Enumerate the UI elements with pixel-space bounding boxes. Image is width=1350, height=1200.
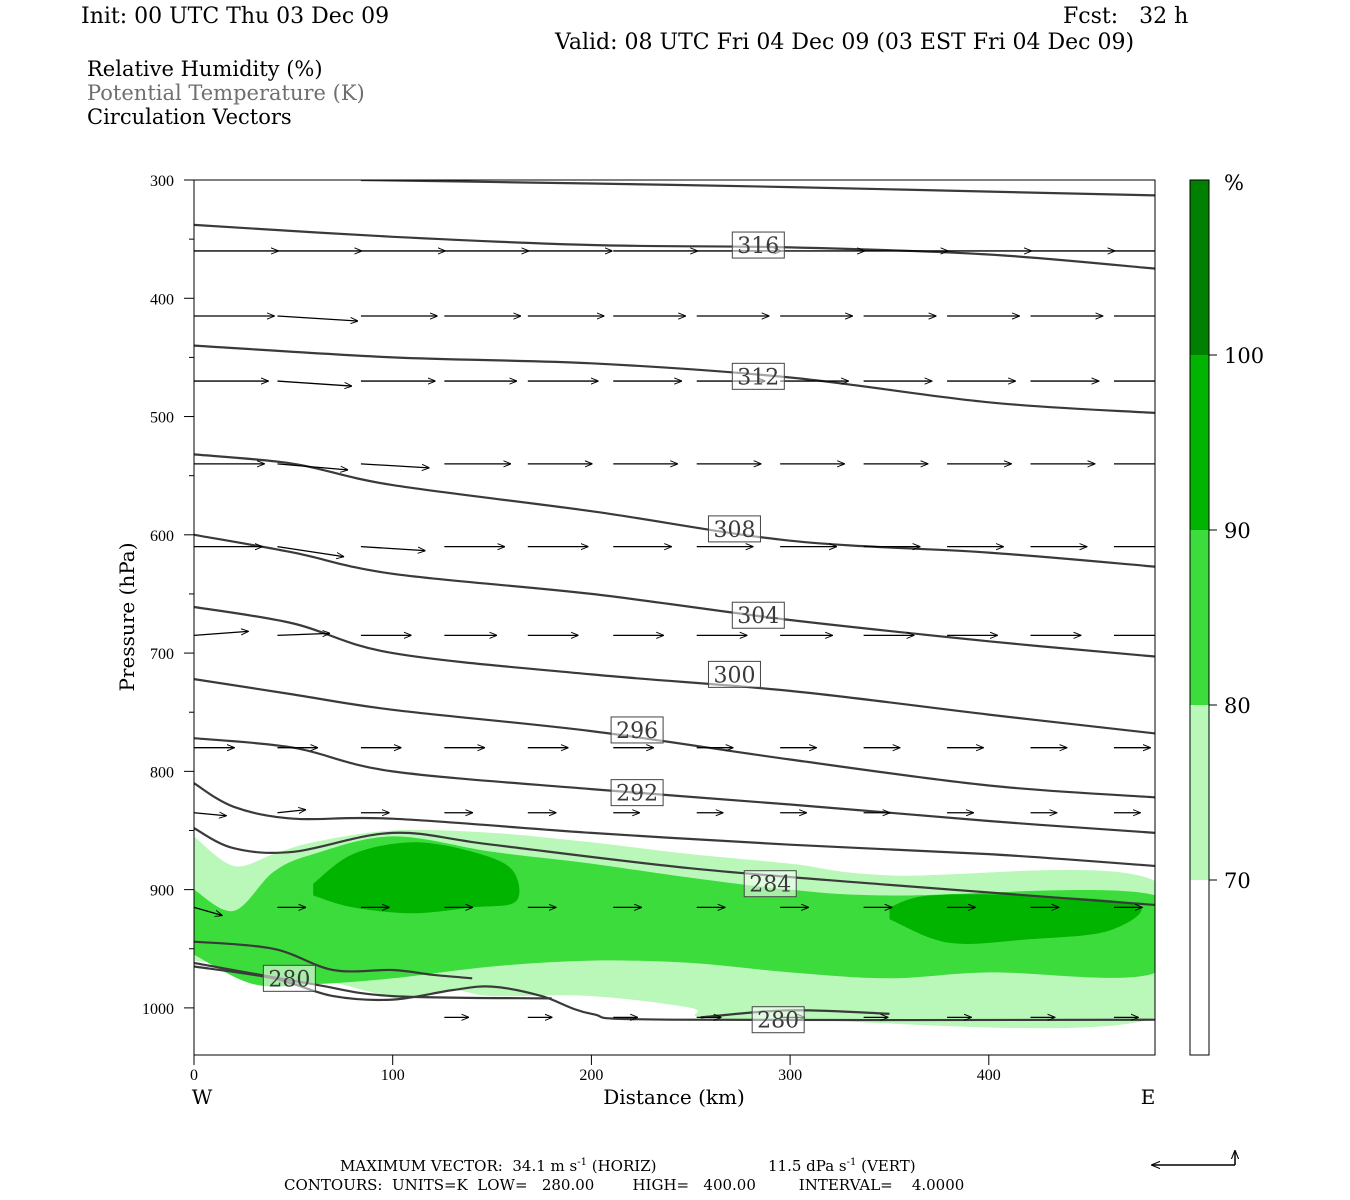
east-label: E [1141,1085,1156,1109]
contour-label-box [610,779,664,807]
contour-label: 312 [737,365,779,390]
theta-contour-9 [194,827,1155,907]
colorbar: 100 90 80 70 [1189,179,1264,1056]
contour-label-box [731,362,785,390]
max-vector-horiz-tag: (HORIZ) [586,1157,657,1175]
max-vector-vert-line: 11.5 dPa s-1 (VERT) [768,1158,916,1174]
theta-contour-4 [194,533,1155,658]
colorbar-label: 100 [1224,344,1264,368]
colorbar-label: 70 [1224,869,1251,893]
theta-contour-2 [194,344,1155,415]
theta-contour-5 [194,605,1155,735]
theta-contour-0 [360,180,1155,197]
contour-label: 280 [268,967,310,992]
forecast-hour: Fcst: 32 h [1063,4,1189,29]
contour-label: 296 [616,719,658,744]
circulation-vector [360,463,429,468]
circulation-vector [360,545,425,551]
contour-label-box [707,515,761,543]
max-vector-horiz-exp: -1 [577,1157,587,1168]
max-vector-line: MAXIMUM VECTOR: 34.1 m s-1 (HORIZ) [340,1158,656,1174]
y-tick-label: 300 [150,173,174,190]
colorbar-segment [1190,355,1209,530]
x-tick-label: 0 [190,1067,198,1084]
colorbar-unit: % [1224,171,1244,195]
contour-label-box [731,601,785,629]
rh-fill-90-100-2 [313,842,520,914]
theta-contour-11 [194,961,552,1000]
plot-frame [193,179,1156,1056]
theta-contour-3 [194,453,1155,568]
colorbar-segment [1190,180,1209,355]
y-tick-label: 900 [150,883,174,900]
legend-theta: Potential Temperature (K) [87,81,365,105]
max-vector-vert: 11.5 dPa s [768,1157,847,1175]
max-vector-horiz: MAXIMUM VECTOR: 34.1 m s [340,1157,578,1175]
init-time: Init: 00 UTC Thu 03 Dec 09 [81,4,390,29]
x-tick-label: 300 [778,1067,802,1084]
theta-contour-1 [194,223,1155,270]
contour-label: 300 [713,663,755,688]
legend-vectors: Circulation Vectors [87,105,292,129]
y-tick-label: 600 [150,528,174,545]
x-tick-label: 200 [579,1067,603,1084]
max-vector-vert-exp: -1 [846,1157,857,1168]
circulation-vector [277,315,357,321]
circulation-vector [277,380,351,386]
contour-label-box [707,660,761,688]
y-axis-label: Pressure (hPa) [115,543,139,692]
colorbar-frame [1189,179,1210,1056]
x-axis-label: Distance (km) [603,1085,745,1109]
circulation-vector [277,463,347,470]
y-tick-label: 400 [150,291,174,308]
rh-fill-90-100-3 [889,894,1142,944]
circulation-vector [277,810,305,813]
x-tick-label: 400 [977,1067,1001,1084]
contour-label: 316 [737,234,779,259]
reference-vector-icon [1152,1151,1235,1165]
y-tick-label: 700 [150,646,174,663]
colorbar-segment [1190,880,1209,1055]
colorbar-segment [1190,705,1209,880]
circulation-vector [194,813,226,816]
contour-label: 284 [749,873,791,898]
contour-label-box [731,231,785,259]
colorbar-label: 80 [1224,694,1251,718]
contour-label-box [610,716,664,744]
colorbar-segment [1190,530,1209,705]
y-tick-label: 500 [150,410,174,427]
contour-label-box [751,1006,805,1034]
contour-label-box [743,870,797,898]
max-vector-vert-tag: (VERT) [856,1157,916,1175]
contour-label-box [262,964,316,992]
y-tick-label: 800 [150,764,174,781]
contour-label: 280 [757,1009,799,1034]
theta-contour-8 [194,782,1155,868]
theta-contour-10 [194,940,473,980]
theta-contour-6 [194,678,1155,799]
valid-time: Valid: 08 UTC Fri 04 Dec 09 (03 EST Fri … [555,30,1135,55]
circulation-vector [277,633,329,635]
x-tick-label: 100 [381,1067,405,1084]
west-label: W [192,1085,213,1109]
colorbar-label: 90 [1224,519,1251,543]
contour-label: 292 [616,782,658,807]
circulation-vector [194,631,248,636]
contour-info: CONTOURS: UNITS=K LOW= 280.00 HIGH= 400.… [284,1176,965,1194]
contour-label: 308 [713,518,755,543]
y-tick-label: 1000 [142,1001,174,1018]
circulation-vector [194,906,222,915]
contour-label: 304 [737,604,779,629]
circulation-vector [277,545,343,557]
legend-rh: Relative Humidity (%) [87,57,323,81]
